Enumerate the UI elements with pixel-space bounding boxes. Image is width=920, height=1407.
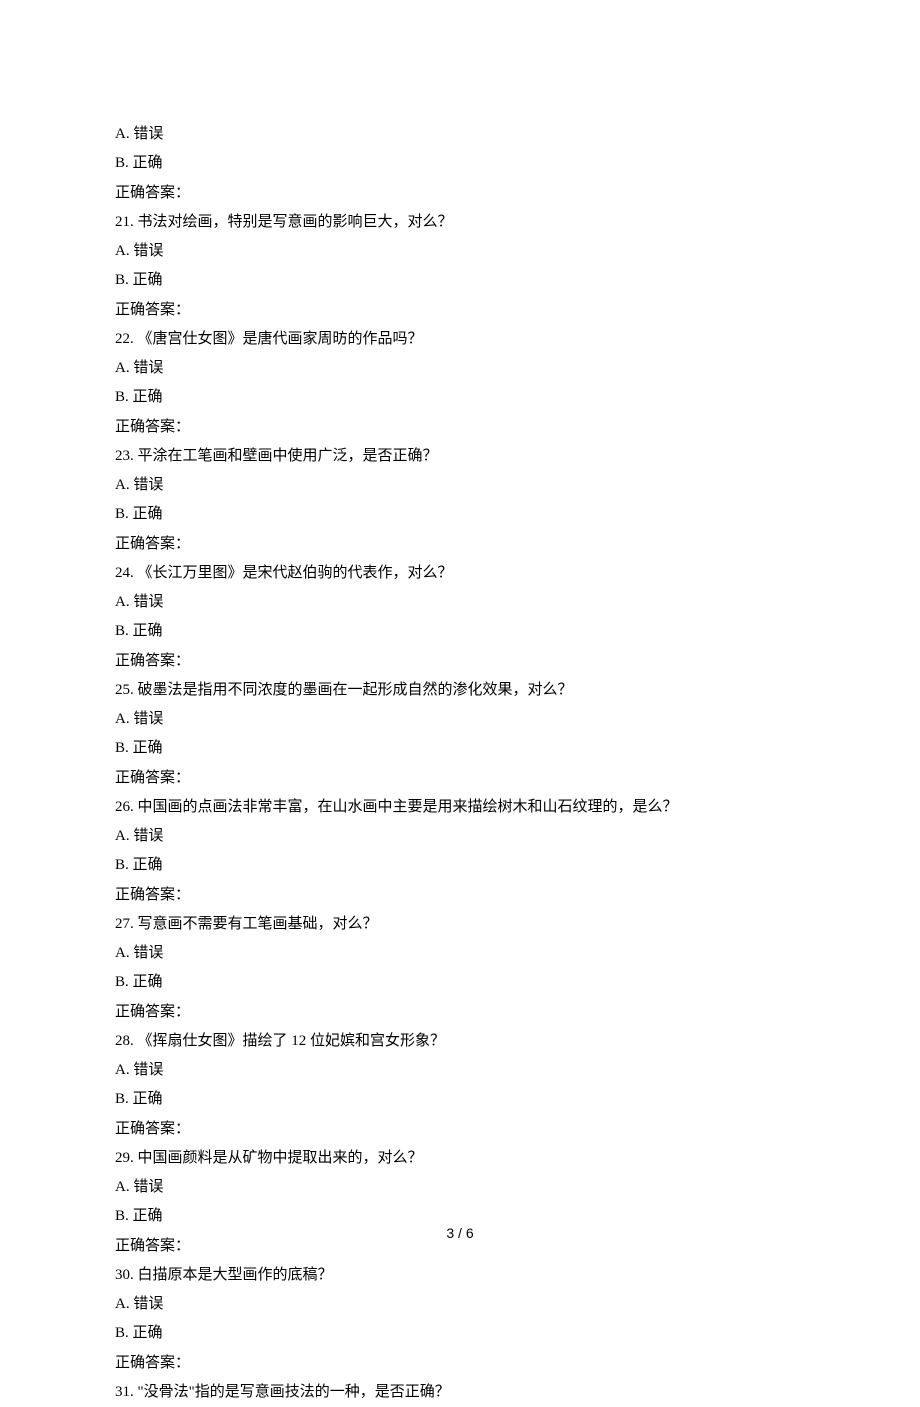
question-line: 23. 平涂在工笔画和壁画中使用广泛，是否正确？ xyxy=(115,442,805,471)
answer-line: 正确答案： xyxy=(115,413,805,442)
question-line: 31. "没骨法"指的是写意画技法的一种，是否正确？ xyxy=(115,1378,805,1407)
option-line: A. 错误 xyxy=(115,588,805,617)
option-line: B. 正确 xyxy=(115,383,805,412)
question-line: 27. 写意画不需要有工笔画基础，对么？ xyxy=(115,910,805,939)
option-line: B. 正确 xyxy=(115,851,805,880)
question-line: 26. 中国画的点画法非常丰富，在山水画中主要是用来描绘树木和山石纹理的，是么？ xyxy=(115,793,805,822)
option-line: A. 错误 xyxy=(115,1290,805,1319)
answer-line: 正确答案： xyxy=(115,647,805,676)
answer-line: 正确答案： xyxy=(115,881,805,910)
question-line: 21. 书法对绘画，特别是写意画的影响巨大，对么？ xyxy=(115,208,805,237)
question-line: 29. 中国画颜料是从矿物中提取出来的，对么？ xyxy=(115,1144,805,1173)
question-line: 25. 破墨法是指用不同浓度的墨画在一起形成自然的渗化效果，对么？ xyxy=(115,676,805,705)
question-line: 22. 《唐宫仕女图》是唐代画家周昉的作品吗？ xyxy=(115,325,805,354)
answer-line: 正确答案： xyxy=(115,764,805,793)
option-line: B. 正确 xyxy=(115,1319,805,1348)
option-line: A. 错误 xyxy=(115,354,805,383)
option-line: A. 错误 xyxy=(115,705,805,734)
option-line: B. 正确 xyxy=(115,500,805,529)
option-line: B. 正确 xyxy=(115,149,805,178)
option-line: A. 错误 xyxy=(115,822,805,851)
option-line: A. 错误 xyxy=(115,237,805,266)
answer-line: 正确答案： xyxy=(115,530,805,559)
option-line: A. 错误 xyxy=(115,471,805,500)
option-line: B. 正确 xyxy=(115,266,805,295)
answer-line: 正确答案： xyxy=(115,1115,805,1144)
option-line: A. 错误 xyxy=(115,1056,805,1085)
answer-line: 正确答案： xyxy=(115,998,805,1027)
question-line: 30. 白描原本是大型画作的底稿？ xyxy=(115,1261,805,1290)
document-body: A. 错误 B. 正确 正确答案： 21. 书法对绘画，特别是写意画的影响巨大，… xyxy=(115,120,805,1407)
question-line: 24. 《长江万里图》是宋代赵伯驹的代表作，对么？ xyxy=(115,559,805,588)
option-line: B. 正确 xyxy=(115,1085,805,1114)
option-line: A. 错误 xyxy=(115,1173,805,1202)
option-line: B. 正确 xyxy=(115,968,805,997)
answer-line: 正确答案： xyxy=(115,296,805,325)
option-line: A. 错误 xyxy=(115,939,805,968)
option-line: A. 错误 xyxy=(115,120,805,149)
answer-line: 正确答案： xyxy=(115,1349,805,1378)
page-number: 3 / 6 xyxy=(0,1220,920,1247)
option-line: B. 正确 xyxy=(115,617,805,646)
question-line: 28. 《挥扇仕女图》描绘了 12 位妃嫔和宫女形象？ xyxy=(115,1027,805,1056)
option-line: B. 正确 xyxy=(115,734,805,763)
answer-line: 正确答案： xyxy=(115,179,805,208)
